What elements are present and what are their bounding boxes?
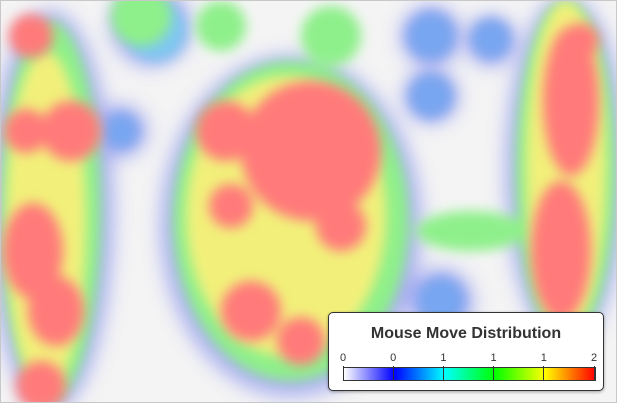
heat-blob — [241, 81, 381, 221]
heat-blob — [28, 276, 84, 346]
legend-tick-label: 0 — [339, 352, 347, 364]
legend-tick-mark — [493, 366, 495, 381]
legend-tick-label: 2 — [590, 352, 598, 364]
legend-tick-label: 1 — [540, 352, 547, 364]
heat-blob — [416, 211, 526, 251]
heat-blob — [16, 361, 66, 402]
legend-tick-mark — [442, 366, 444, 381]
legend-tick-mark — [593, 366, 595, 381]
heat-blob — [301, 6, 361, 66]
heat-blob — [407, 12, 455, 60]
heat-blob — [41, 101, 101, 161]
heat-blob — [4, 109, 48, 153]
heat-blob — [563, 23, 599, 59]
legend-tick-label: 0 — [390, 352, 397, 364]
heat-blob — [103, 113, 139, 149]
heat-blob — [543, 26, 599, 176]
heat-blob — [196, 101, 256, 161]
heat-blob — [3, 203, 63, 299]
legend-tick-mark — [342, 366, 344, 381]
heat-blob — [9, 14, 53, 58]
legend-color-bar — [343, 367, 596, 381]
heatmap-legend: Mouse Move Distribution 0 0 1 1 1 2 — [328, 312, 604, 391]
heat-blob — [209, 184, 253, 228]
heat-blob — [196, 1, 246, 51]
heat-blob — [531, 181, 591, 321]
heat-blob — [111, 1, 171, 46]
legend-tick-mark — [392, 366, 394, 381]
legend-tick-label: 1 — [440, 352, 447, 364]
heat-blob — [221, 281, 281, 341]
legend-tick-label: 1 — [490, 352, 497, 364]
heat-blob — [409, 74, 453, 118]
heat-blob — [471, 19, 511, 59]
heat-blob — [316, 201, 366, 251]
legend-title: Mouse Move Distribution — [370, 325, 562, 342]
legend-tick-mark — [543, 366, 545, 381]
legend-ticks: 0 0 1 1 1 2 — [339, 352, 597, 366]
heat-blob — [277, 317, 325, 365]
